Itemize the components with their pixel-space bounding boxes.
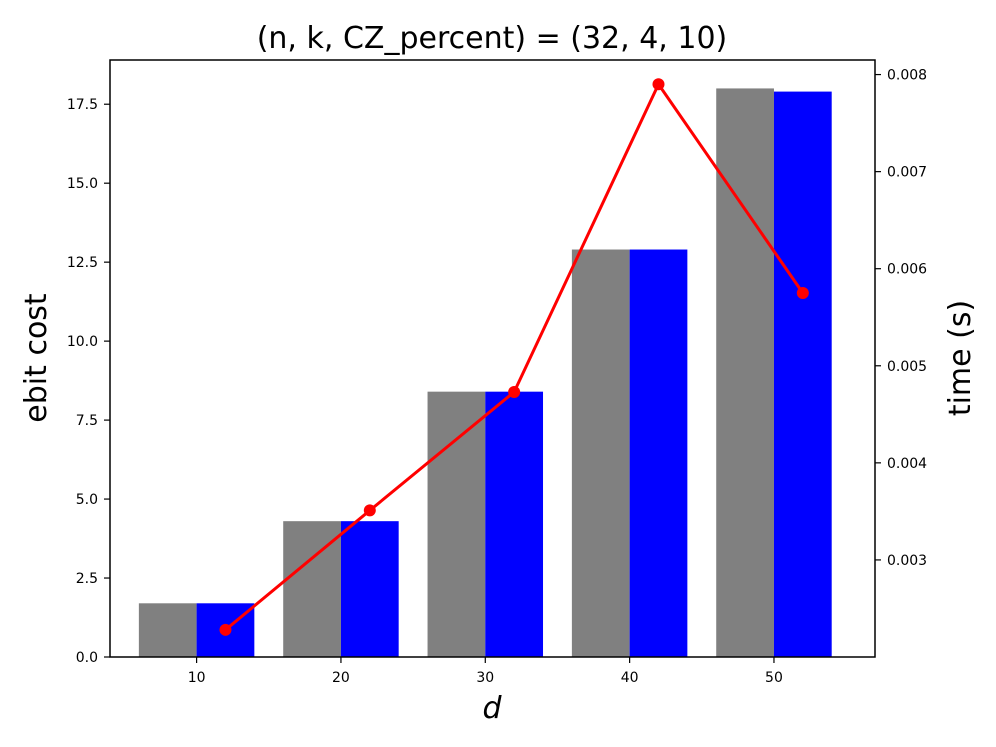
y-axis-right-title: time (s) bbox=[943, 300, 978, 416]
bar bbox=[427, 391, 486, 657]
x-tick-label: 10 bbox=[188, 670, 206, 686]
x-tick-label: 50 bbox=[765, 670, 783, 686]
x-tick-label: 30 bbox=[476, 670, 494, 686]
y-left-tick-label: 15.0 bbox=[67, 176, 98, 192]
y-left-tick-label: 12.5 bbox=[67, 255, 98, 271]
line-point bbox=[652, 78, 665, 91]
y-left-tick-label: 17.5 bbox=[67, 97, 98, 113]
y-right-tick-label: 0.005 bbox=[887, 359, 927, 375]
bar bbox=[571, 249, 630, 657]
y-left-tick-label: 2.5 bbox=[76, 571, 98, 587]
line-point bbox=[219, 623, 232, 636]
y-left-tick-label: 7.5 bbox=[76, 413, 98, 429]
bar bbox=[773, 91, 832, 658]
bars-layer bbox=[138, 88, 832, 658]
y-left-tick-label: 0.0 bbox=[76, 650, 98, 666]
x-axis-title: d bbox=[482, 691, 502, 726]
bar bbox=[138, 603, 197, 657]
y-left-tick-label: 5.0 bbox=[76, 492, 98, 508]
y-right-tick-label: 0.004 bbox=[887, 456, 927, 472]
line-point bbox=[363, 504, 376, 517]
x-tick-label: 20 bbox=[332, 670, 350, 686]
y-right-tick-label: 0.006 bbox=[887, 262, 927, 278]
y-axis-left: 0.0 2.5 5.0 7.5 10.0 12.5 15.0 17.5 bbox=[67, 97, 110, 666]
line-point bbox=[796, 286, 809, 299]
y-axis-left-title: ebit cost bbox=[19, 293, 54, 423]
y-right-tick-label: 0.003 bbox=[887, 553, 927, 569]
bar bbox=[340, 521, 399, 657]
y-right-tick-label: 0.008 bbox=[887, 68, 927, 84]
x-axis: 10 20 30 40 50 bbox=[188, 657, 783, 686]
bar bbox=[485, 391, 544, 657]
y-axis-right: 0.003 0.004 0.005 0.006 0.007 0.008 bbox=[875, 68, 927, 569]
chart-title: (n, k, CZ_percent) = (32, 4, 10) bbox=[257, 21, 728, 56]
bar bbox=[629, 249, 688, 657]
bar bbox=[716, 88, 774, 657]
x-tick-label: 40 bbox=[621, 670, 639, 686]
line-point bbox=[508, 385, 521, 398]
plot-frame bbox=[109, 59, 876, 658]
y-left-tick-label: 10.0 bbox=[67, 334, 98, 350]
y-right-tick-label: 0.007 bbox=[887, 165, 927, 181]
line-layer bbox=[219, 78, 809, 636]
